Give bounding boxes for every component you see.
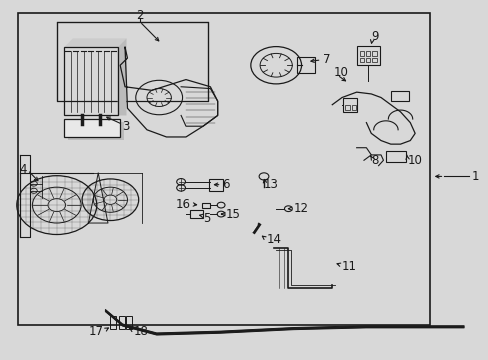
Text: 7: 7: [322, 53, 329, 66]
Bar: [110, 316, 116, 329]
Text: 13: 13: [264, 178, 278, 191]
Bar: [371, 58, 376, 62]
Text: 18: 18: [133, 325, 148, 338]
Text: 9: 9: [370, 30, 378, 43]
Text: 1: 1: [470, 170, 478, 183]
Bar: [359, 58, 363, 62]
Bar: [390, 91, 408, 101]
Bar: [201, 203, 210, 208]
Polygon shape: [118, 39, 126, 116]
Bar: [119, 316, 124, 329]
Bar: [365, 58, 369, 62]
Bar: [359, 51, 363, 56]
Text: 8: 8: [370, 154, 378, 167]
Bar: [371, 51, 376, 56]
Text: 10: 10: [407, 154, 421, 167]
Bar: [209, 179, 223, 192]
Polygon shape: [68, 122, 124, 140]
Text: 5: 5: [203, 212, 210, 225]
Bar: [126, 316, 132, 329]
Bar: [385, 151, 406, 162]
Text: 12: 12: [293, 202, 307, 215]
Bar: [343, 98, 356, 112]
Bar: [57, 22, 207, 101]
Bar: [365, 51, 369, 56]
Text: 10: 10: [333, 66, 348, 79]
Bar: [189, 211, 202, 219]
Text: 4: 4: [19, 163, 27, 176]
Bar: [345, 105, 349, 111]
Polygon shape: [64, 39, 126, 47]
Text: 14: 14: [266, 233, 281, 246]
Bar: [356, 45, 379, 65]
Text: 6: 6: [222, 178, 229, 191]
Text: 3: 3: [122, 120, 130, 133]
Text: 17: 17: [89, 325, 104, 338]
Bar: [18, 13, 429, 325]
Bar: [296, 57, 315, 73]
Bar: [64, 47, 118, 116]
Text: 15: 15: [225, 208, 241, 221]
Bar: [64, 119, 120, 137]
Text: 16: 16: [176, 198, 190, 211]
Text: 2: 2: [136, 9, 143, 22]
Bar: [351, 105, 355, 111]
Text: 11: 11: [341, 260, 356, 273]
